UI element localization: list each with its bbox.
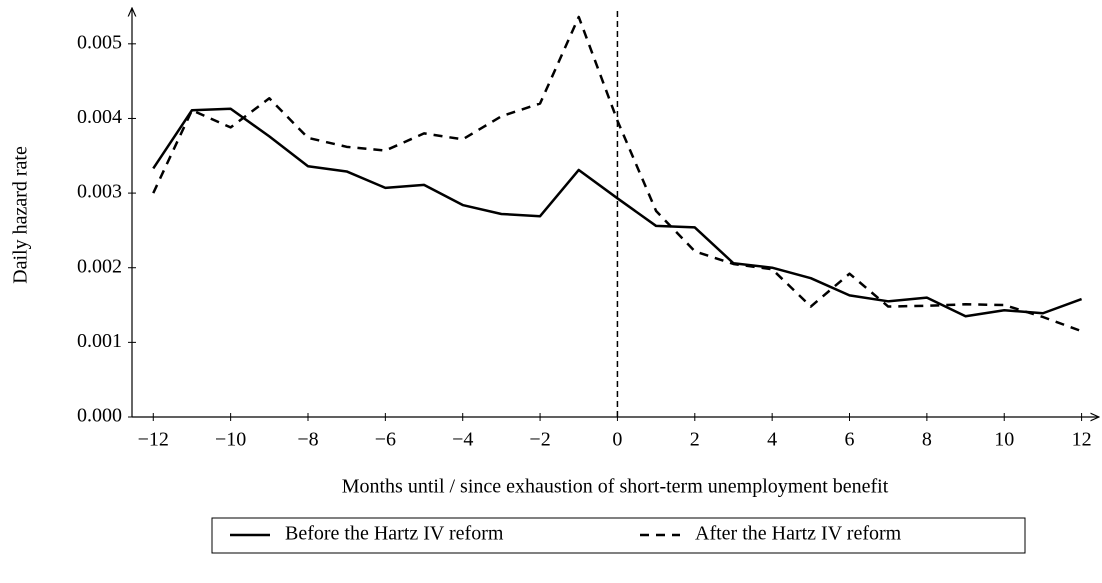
x-tick-label: 8 (922, 429, 932, 451)
y-tick-label: 0.004 (77, 106, 122, 128)
x-tick-label: −4 (452, 429, 473, 451)
x-tick-label: 12 (1072, 429, 1092, 451)
x-tick-label: 2 (690, 429, 700, 451)
y-tick-label: 0.005 (77, 31, 122, 53)
x-tick-label: −6 (375, 429, 396, 451)
legend-label: Before the Hartz IV reform (285, 523, 504, 545)
x-tick-label: 4 (767, 429, 777, 451)
x-tick-label: −8 (297, 429, 318, 451)
y-tick-label: 0.001 (77, 330, 122, 352)
x-axis-label: Months until / since exhaustion of short… (342, 476, 889, 498)
legend-label: After the Hartz IV reform (695, 523, 902, 545)
y-tick-label: 0.002 (77, 255, 122, 277)
x-tick-label: 0 (612, 429, 622, 451)
x-tick-label: −12 (138, 429, 169, 451)
line-series (152, 107, 1083, 318)
y-tick-label: 0.000 (77, 405, 122, 427)
x-tick-label: −2 (529, 429, 550, 451)
y-axis-label: Daily hazard rate (10, 146, 32, 284)
x-tick-label: 10 (994, 429, 1014, 451)
legend-box (211, 517, 1026, 554)
x-tick-label: 6 (845, 429, 855, 451)
line-series (152, 15, 1083, 333)
x-tick-label: −10 (215, 429, 246, 451)
y-tick-label: 0.003 (77, 181, 122, 203)
